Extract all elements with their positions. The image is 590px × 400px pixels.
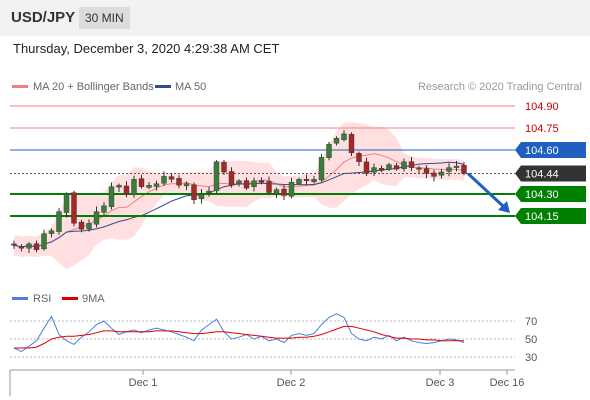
legend-swatch-rsi [12, 297, 28, 300]
candle-body [161, 176, 167, 184]
level-tag-104.30 [515, 186, 586, 202]
candle-body [146, 184, 152, 188]
candle-body [33, 243, 40, 250]
candle-body [273, 189, 280, 195]
candle-body [446, 167, 452, 172]
candle-body [18, 246, 25, 249]
level-tag-104.44 [515, 165, 586, 182]
forecast-arrow-head [498, 201, 510, 213]
timestamp: Thursday, December 3, 2020 4:29:38 AM CE… [13, 41, 280, 56]
candle-body [71, 192, 77, 224]
legend-swatch-ma50 [155, 85, 171, 88]
rsi-line [13, 313, 465, 353]
legend-label-ma50: MA 50 [175, 81, 206, 93]
candle-body [206, 190, 212, 194]
candle-body [378, 168, 385, 171]
candle-body [86, 223, 92, 230]
candle-body [288, 182, 295, 197]
forecast-arrow-line [466, 172, 506, 209]
candle-body [236, 180, 242, 185]
candle-body [116, 184, 122, 188]
candle-body [11, 243, 17, 246]
level-tag-104.15 [515, 208, 586, 224]
bollinger-band [14, 122, 464, 270]
level-label-104.60: 104.60 [525, 145, 559, 157]
candle-body [326, 143, 332, 158]
candle-body [258, 180, 265, 183]
candle-body [333, 138, 340, 144]
candle-body [108, 186, 115, 207]
rsi-tick-50: 50 [525, 334, 537, 346]
symbol-title: USD/JPY [11, 9, 76, 26]
candle-body [461, 164, 467, 174]
candle-body [213, 161, 220, 192]
candle-body [393, 165, 400, 170]
candle-body [453, 165, 460, 168]
legend-swatch-ma20 [12, 85, 28, 88]
candle-body [101, 205, 107, 213]
candle-body [48, 230, 55, 234]
candle-body [363, 161, 370, 174]
candle-body [63, 193, 70, 213]
level-label-104.30: 104.30 [525, 189, 559, 201]
candle-body [416, 167, 422, 170]
candle-body [138, 178, 145, 187]
candle-body [311, 179, 317, 183]
candle-body [348, 133, 355, 154]
candle-body [408, 161, 415, 168]
candle-body [423, 168, 430, 174]
candle-body [93, 211, 100, 225]
level-label-104.90: 104.90 [525, 101, 559, 113]
candle-body [386, 164, 392, 170]
candle-body [266, 181, 272, 193]
candle-body [153, 183, 160, 187]
candle-body [401, 161, 407, 169]
legend-label-9ma: 9MA [82, 293, 105, 305]
legend-swatch-9ma [62, 297, 78, 300]
x-tick-label: Dec 16 [490, 377, 525, 389]
x-tick-label: Dec 2 [277, 377, 306, 389]
level-tag-104.60 [515, 142, 586, 158]
candle-body [78, 221, 85, 230]
rsi-tick-30: 30 [525, 352, 537, 364]
legend-label-rsi: RSI [33, 293, 51, 305]
level-label-104.15: 104.15 [525, 211, 559, 223]
candle-body [56, 211, 62, 232]
candle-body [26, 243, 32, 249]
candle-body [183, 183, 190, 187]
candle-body [131, 179, 137, 195]
candle-body [198, 193, 205, 200]
candle-body [438, 171, 445, 176]
rsi-ma-line [14, 325, 464, 349]
candle-body [168, 176, 175, 180]
candle-body [176, 178, 182, 186]
candle-body [296, 179, 302, 184]
candle-body [318, 157, 325, 181]
candle-body [371, 167, 377, 173]
x-tick-label: Dec 3 [426, 377, 455, 389]
candle-body [221, 161, 227, 173]
candle-body [123, 185, 130, 195]
x-tick-label: Dec 1 [129, 377, 158, 389]
candle-body [431, 172, 437, 177]
watermark: Research © 2020 Trading Central [418, 81, 582, 93]
candle-body [341, 133, 347, 140]
candle-body [251, 180, 257, 187]
candle-body [281, 188, 287, 196]
header-bar: USD/JPY 30 MIN [0, 0, 590, 36]
candle-body [243, 180, 250, 189]
level-label-104.75: 104.75 [525, 123, 559, 135]
candle-body [41, 233, 47, 250]
candle-body [303, 179, 310, 181]
candle-body [191, 184, 197, 201]
rsi-tick-70: 70 [525, 316, 537, 328]
level-label-104.44: 104.44 [525, 168, 559, 180]
timeframe-badge[interactable]: 30 MIN [79, 7, 130, 29]
candle-body [228, 171, 235, 186]
candle-body [356, 152, 362, 162]
legend-label-ma20: MA 20 + Bollinger Bands [33, 81, 154, 93]
